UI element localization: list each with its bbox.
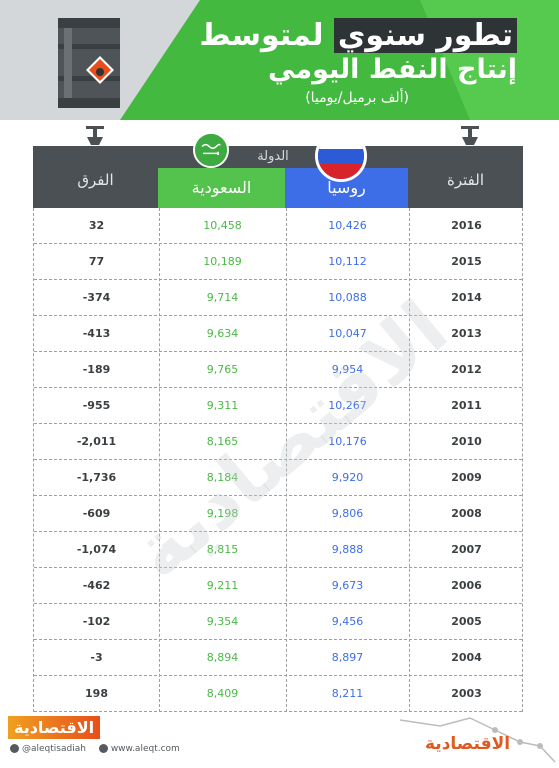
page-subtitle: (ألف برميل/يوميا) bbox=[305, 90, 409, 106]
table-row: 2004 8,897 8,894 -3 bbox=[34, 640, 522, 676]
cell-difference: 198 bbox=[85, 687, 108, 700]
cell-saudi: 10,189 bbox=[203, 255, 242, 268]
cell-russia: 10,267 bbox=[328, 399, 367, 412]
table-row: 2015 10,112 10,189 77 bbox=[34, 244, 522, 280]
cell-difference: 77 bbox=[88, 255, 105, 268]
cell-russia: 10,088 bbox=[328, 291, 367, 304]
page-title: تطور سنوي لمتوسط bbox=[199, 18, 517, 53]
table-row: 2009 9,920 8,184 -1,736 bbox=[34, 460, 522, 496]
table-row: 2006 9,673 9,211 -462 bbox=[34, 568, 522, 604]
cell-saudi: 8,894 bbox=[206, 651, 239, 664]
cell-period: 2003 bbox=[451, 687, 482, 700]
cell-difference: -374 bbox=[82, 291, 111, 304]
footer-website[interactable]: www.aleqt.com bbox=[98, 744, 180, 754]
cell-period: 2011 bbox=[451, 399, 482, 412]
cell-russia: 9,806 bbox=[331, 507, 364, 520]
cell-russia: 10,176 bbox=[328, 435, 367, 448]
cell-saudi: 9,714 bbox=[206, 291, 239, 304]
cell-saudi: 9,354 bbox=[206, 615, 239, 628]
cell-russia: 10,112 bbox=[328, 255, 367, 268]
cell-russia: 8,211 bbox=[331, 687, 364, 700]
header-saudi: السعودية bbox=[158, 168, 285, 208]
footer-logo-right: الاقتصادية bbox=[425, 734, 511, 754]
header-period: الفترة bbox=[447, 171, 484, 189]
cell-saudi: 9,311 bbox=[206, 399, 239, 412]
cell-saudi: 8,815 bbox=[206, 543, 239, 556]
table-row: 2007 9,888 8,815 -1,074 bbox=[34, 532, 522, 568]
cell-period: 2016 bbox=[451, 219, 482, 232]
cell-difference: -1,074 bbox=[76, 543, 117, 556]
table-row: 2008 9,806 9,198 -609 bbox=[34, 496, 522, 532]
cell-saudi: 9,198 bbox=[206, 507, 239, 520]
cell-period: 2013 bbox=[451, 327, 482, 340]
table-row: 2012 9,954 9,765 -189 bbox=[34, 352, 522, 388]
cell-period: 2004 bbox=[451, 651, 482, 664]
title-rest: لمتوسط bbox=[199, 18, 324, 53]
table-row: 2005 9,456 9,354 -102 bbox=[34, 604, 522, 640]
cell-saudi: 9,211 bbox=[206, 579, 239, 592]
table-body: 2016 10,426 10,458 32 2015 10,112 10,189 77 2014… bbox=[33, 208, 523, 712]
table-row: 2010 10,176 8,165 -2,011 bbox=[34, 424, 522, 460]
footer-social: @aleqtisadiah www.aleqt.com bbox=[10, 744, 190, 754]
cell-period: 2015 bbox=[451, 255, 482, 268]
title-highlight: تطور سنوي bbox=[333, 18, 517, 53]
cell-russia: 9,888 bbox=[331, 543, 364, 556]
cell-russia: 9,920 bbox=[331, 471, 364, 484]
cell-period: 2010 bbox=[451, 435, 482, 448]
russia-flag-icon bbox=[315, 130, 367, 182]
cell-saudi: 9,765 bbox=[206, 363, 239, 376]
cell-russia: 8,897 bbox=[331, 651, 364, 664]
table-row: 2011 10,267 9,311 -955 bbox=[34, 388, 522, 424]
cell-period: 2007 bbox=[451, 543, 482, 556]
cell-period: 2014 bbox=[451, 291, 482, 304]
cell-period: 2006 bbox=[451, 579, 482, 592]
cell-difference: 32 bbox=[88, 219, 105, 232]
cell-russia: 9,954 bbox=[331, 363, 364, 376]
cell-difference: -413 bbox=[82, 327, 111, 340]
oil-barrel-icon bbox=[58, 18, 120, 108]
cell-difference: -189 bbox=[82, 363, 111, 376]
cell-saudi: 10,458 bbox=[203, 219, 242, 232]
table-row: 2003 8,211 8,409 198 bbox=[34, 676, 522, 712]
cell-saudi: 9,634 bbox=[206, 327, 239, 340]
footer-logo-left: الاقتصادية bbox=[8, 716, 101, 739]
cell-saudi: 8,409 bbox=[206, 687, 239, 700]
header-difference: الفرق bbox=[77, 171, 114, 189]
saudi-flag-icon bbox=[193, 132, 229, 168]
trend-line-icon bbox=[400, 717, 556, 763]
cell-difference: -3 bbox=[90, 651, 103, 664]
table-header: الفترة الفرق الدولة السعودية روسيا bbox=[33, 130, 523, 208]
cell-difference: -1,736 bbox=[76, 471, 117, 484]
cell-difference: -462 bbox=[82, 579, 111, 592]
globe-icon bbox=[98, 744, 108, 753]
table-row: 2014 10,088 9,714 -374 bbox=[34, 280, 522, 316]
cell-difference: -955 bbox=[82, 399, 111, 412]
table-row: 2013 10,047 9,634 -413 bbox=[34, 316, 522, 352]
cell-difference: -102 bbox=[82, 615, 111, 628]
twitter-icon bbox=[10, 744, 19, 753]
valve-icon bbox=[86, 126, 104, 145]
cell-russia: 9,456 bbox=[331, 615, 364, 628]
table-row: 2016 10,426 10,458 32 bbox=[34, 208, 522, 244]
cell-russia: 10,426 bbox=[328, 219, 367, 232]
cell-difference: -609 bbox=[82, 507, 111, 520]
header-country-group: الدولة bbox=[257, 149, 289, 164]
cell-saudi: 8,184 bbox=[206, 471, 239, 484]
valve-icon bbox=[461, 126, 479, 145]
cell-russia: 10,047 bbox=[328, 327, 367, 340]
cell-saudi: 8,165 bbox=[206, 435, 239, 448]
cell-period: 2012 bbox=[451, 363, 482, 376]
cell-period: 2009 bbox=[451, 471, 482, 484]
footer-twitter[interactable]: @aleqtisadiah bbox=[10, 744, 86, 754]
data-table: الفترة الفرق الدولة السعودية روسيا 2016 1… bbox=[33, 130, 523, 712]
page-title-line2: إنتاج النفط اليومي bbox=[268, 54, 517, 85]
cell-period: 2005 bbox=[451, 615, 482, 628]
cell-period: 2008 bbox=[451, 507, 482, 520]
cell-russia: 9,673 bbox=[331, 579, 364, 592]
cell-difference: -2,011 bbox=[76, 435, 117, 448]
